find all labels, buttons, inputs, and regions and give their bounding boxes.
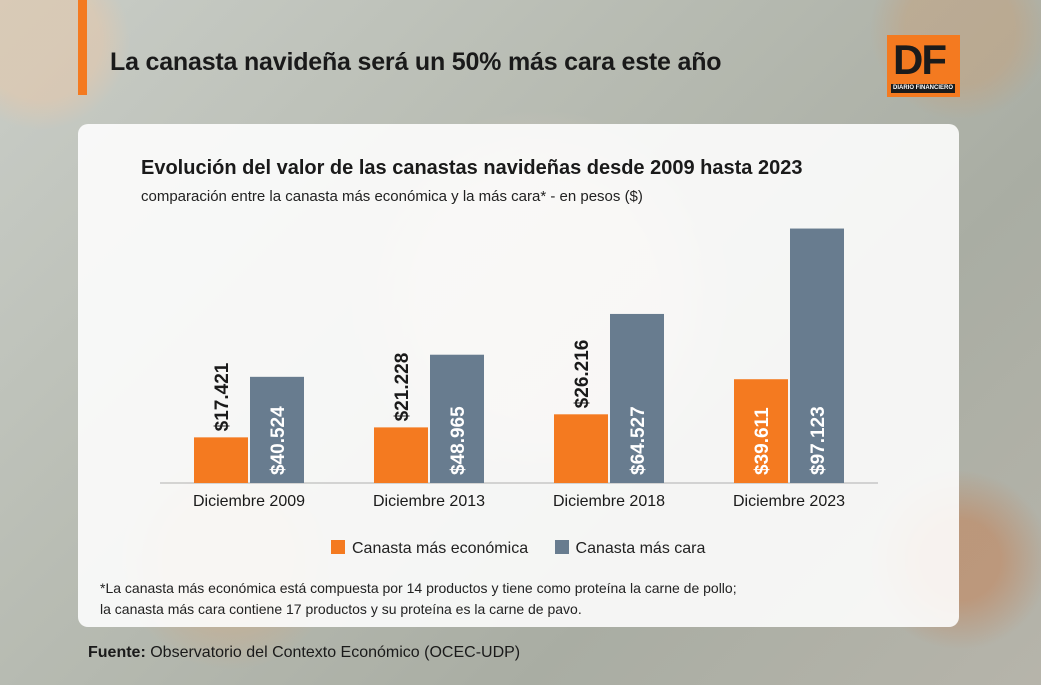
page-headline: La canasta navideña será un 50% más cara… <box>110 48 722 76</box>
accent-bar <box>78 0 87 95</box>
footnote: *La canasta más económica está compuesta… <box>100 578 737 620</box>
chart-subtitle: comparación entre la canasta más económi… <box>141 188 643 205</box>
logo-text: DF <box>893 36 947 83</box>
data-label: $48.965 <box>448 406 469 475</box>
chart-card: Evolución del valor de las canastas navi… <box>78 124 959 627</box>
data-label: $64.527 <box>628 406 649 475</box>
data-label: $26.216 <box>572 340 593 409</box>
category-label: Diciembre 2009 <box>193 493 305 510</box>
bar-economica <box>554 414 608 483</box>
legend-swatch-cara <box>554 540 569 554</box>
data-label: $39.611 <box>752 407 773 475</box>
legend-item-cara: Canasta más cara <box>554 540 706 558</box>
data-label: $21.228 <box>392 353 413 422</box>
data-label: $17.421 <box>212 362 233 431</box>
bar-cara <box>610 313 664 483</box>
category-label: Diciembre 2018 <box>553 493 665 510</box>
chart-legend: Canasta más económica Canasta más cara <box>331 540 727 558</box>
category-label: Diciembre 2023 <box>733 493 845 510</box>
chart-title: Evolución del valor de las canastas navi… <box>141 157 803 179</box>
bar-economica <box>194 437 248 483</box>
footnote-line-2: la canasta más cara contiene 17 producto… <box>100 601 582 617</box>
legend-item-economica: Canasta más económica <box>331 540 528 558</box>
source-label: Fuente: <box>88 644 146 661</box>
source-credit: Fuente: Observatorio del Contexto Económ… <box>88 644 520 662</box>
df-logo: DF DIARIO FINANCIERO <box>887 35 960 97</box>
logo-subtext: DIARIO FINANCIERO <box>891 84 955 93</box>
legend-swatch-economica <box>331 540 345 554</box>
bar-chart: $17.421 $40.524 Diciembre 2009 $21.228 $48.9… <box>160 228 878 510</box>
data-label: $97.123 <box>808 406 829 475</box>
bar-economica <box>374 427 428 483</box>
bar-cara <box>790 228 844 483</box>
bar-cara <box>250 376 304 483</box>
category-label: Diciembre 2013 <box>373 493 485 510</box>
legend-label-economica: Canasta más económica <box>352 540 529 557</box>
bar-economica <box>734 379 788 483</box>
source-text: Observatorio del Contexto Económico (OCE… <box>145 644 521 661</box>
data-label: $40.524 <box>268 406 289 475</box>
legend-label-cara: Canasta más cara <box>575 540 706 557</box>
bar-cara <box>430 354 484 483</box>
footnote-line-1: *La canasta más económica está compuesta… <box>100 580 737 596</box>
